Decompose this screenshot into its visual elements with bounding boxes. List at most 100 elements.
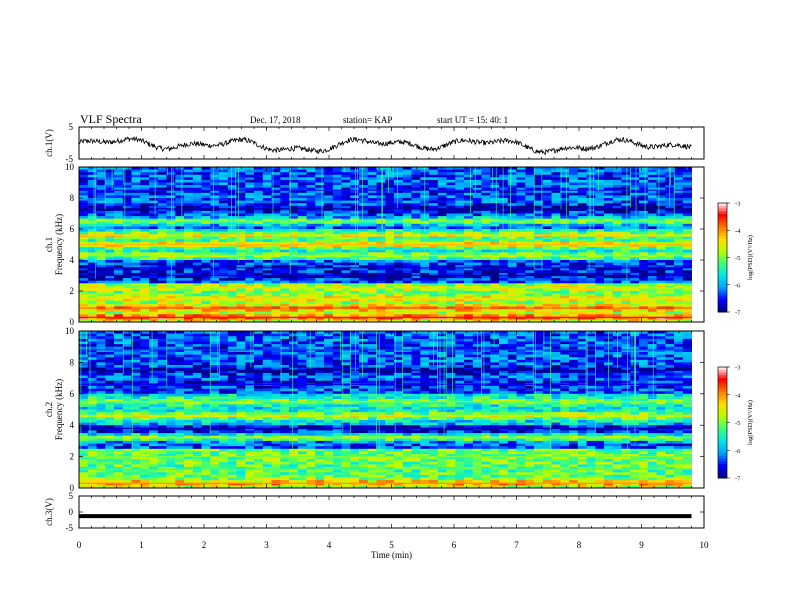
spectrogram-cell [595, 333, 605, 337]
spectrogram-cell [595, 216, 605, 220]
spectrogram-cell [534, 272, 544, 276]
spectrogram-cell [131, 200, 141, 204]
spectrogram-cell [175, 319, 185, 323]
spectrogram-cell [157, 192, 167, 196]
spectrogram-cell [271, 226, 281, 230]
spectrogram-cell [402, 346, 412, 350]
spectrogram-cell [359, 172, 369, 176]
spectrogram-cell [341, 190, 351, 194]
spectrogram-cell [87, 278, 97, 282]
spectrogram-cell [674, 198, 684, 201]
spectrogram-cell [534, 275, 544, 279]
spectrogram-cell [359, 205, 369, 209]
spectrogram-cell [560, 319, 570, 323]
spectrogram-cell [236, 205, 246, 209]
spectrogram-cell [210, 236, 220, 240]
spectrogram-cell [376, 198, 386, 201]
spectrogram-cell [210, 280, 220, 284]
spectrogram-cell [332, 341, 342, 345]
spectrogram-cell [140, 205, 150, 209]
spectrogram-cell [604, 298, 614, 302]
spectrogram-cell [122, 309, 132, 313]
spectrogram-cell [612, 172, 622, 176]
spectrogram-cell [446, 275, 456, 279]
spectrogram-cell [569, 267, 579, 271]
spectrogram-cell [192, 346, 202, 350]
spectrogram-cell [621, 270, 631, 274]
spectrogram-cell [394, 223, 404, 227]
spectrogram-cell [376, 169, 386, 173]
spectrogram-cell [394, 296, 404, 300]
spectrogram-cell [604, 241, 614, 245]
spectrogram-cell [464, 203, 474, 207]
spectrogram-cell [630, 231, 640, 235]
spectrogram-cell [455, 187, 465, 191]
spectrogram-cell [341, 172, 351, 176]
spectrogram-cell [542, 262, 552, 266]
spectrogram-cell [586, 298, 596, 302]
spectrogram-cell [429, 213, 439, 217]
spectrogram-cell [656, 249, 666, 253]
spectrogram-cell [105, 338, 115, 342]
spectrogram-cell [551, 267, 561, 271]
spectrogram-cell [227, 341, 237, 345]
spectrogram-cell [254, 172, 264, 176]
spectrogram-cell [236, 244, 246, 248]
spectrogram-cell [105, 174, 115, 178]
spectrogram-cell [166, 205, 176, 209]
spectrogram-cell [236, 331, 246, 334]
spectrogram-cell [324, 336, 334, 340]
spectrogram-cell [411, 341, 421, 345]
spectrogram-cell [219, 254, 229, 258]
spectrogram-cell [639, 293, 649, 297]
spectrogram-cell [525, 291, 535, 294]
spectrogram-cell [262, 185, 272, 189]
spectrogram-cell [560, 205, 570, 209]
spectrogram-cell [245, 341, 255, 345]
spectrogram-cell [271, 229, 281, 232]
spectrogram-cell [122, 208, 132, 212]
spectrogram-cell [87, 344, 97, 348]
spectrogram-cell [332, 203, 342, 207]
spectrogram-cell [306, 341, 316, 345]
spectrogram-cell [429, 167, 439, 170]
spectrogram-cell [149, 239, 159, 243]
spectrogram-cell [551, 333, 561, 337]
spectrogram-cell [639, 177, 649, 181]
spectrogram-cell [446, 344, 456, 348]
spectrogram-cell [114, 344, 124, 348]
spectrogram-cell [534, 301, 544, 305]
spectrogram-cell [96, 267, 106, 271]
spectrogram-cell [140, 288, 150, 292]
spectrogram-cell [481, 203, 491, 207]
spectrogram-cell [341, 291, 351, 294]
spectrogram-cell [499, 239, 509, 243]
spectrogram-cell [577, 262, 587, 266]
spectrogram-cell [542, 344, 552, 348]
spectrogram-cell [201, 174, 211, 178]
spectrogram-cell [385, 216, 395, 220]
spectrogram-cell [612, 254, 622, 258]
spectrogram-cell [114, 229, 124, 232]
spectrogram-cell [394, 278, 404, 282]
spectrogram-cell [140, 221, 150, 225]
spectrogram-cell [184, 280, 194, 284]
spectrogram-cell [499, 179, 509, 183]
spectrogram-cell [341, 249, 351, 253]
spectrogram-cell [87, 192, 97, 196]
spectrogram-cell [647, 254, 657, 258]
spectrogram-cell [612, 270, 622, 274]
spectrogram-cell [420, 311, 430, 315]
spectrogram-cell [464, 218, 474, 222]
spectrogram-cell [455, 296, 465, 300]
spectrogram-cell [236, 229, 246, 232]
spectrogram-cell [332, 174, 342, 178]
spectrogram-cell [507, 344, 517, 348]
spectrogram-cell [525, 218, 535, 222]
spectrogram-cell [175, 247, 185, 251]
spectrogram-cell [682, 267, 692, 271]
spectrogram-cell [647, 265, 657, 269]
spectrogram-cell [446, 229, 456, 232]
spectrogram-cell [122, 229, 132, 232]
